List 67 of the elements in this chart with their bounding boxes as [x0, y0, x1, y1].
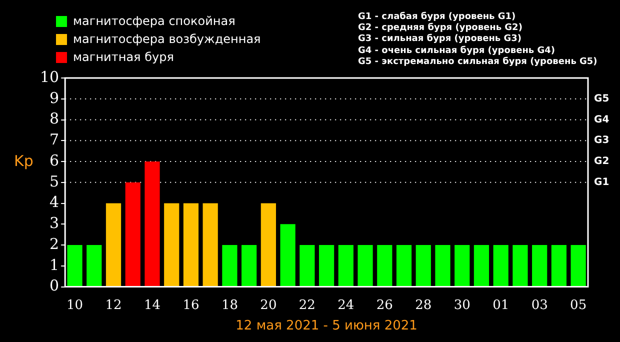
x-tick-label: 16 — [182, 298, 200, 313]
y-tick-label: 7 — [50, 130, 60, 149]
bar — [532, 245, 548, 286]
y-axis-title: Kp — [14, 152, 34, 170]
bar — [300, 245, 315, 286]
bar — [493, 245, 508, 286]
x-tick-label: 30 — [454, 298, 470, 313]
bar — [435, 245, 450, 286]
y-tick-label: 6 — [50, 151, 60, 170]
x-tick-label: 05 — [570, 298, 587, 313]
bar — [474, 245, 490, 286]
bar — [67, 245, 82, 286]
bar — [512, 245, 528, 286]
bar — [125, 182, 140, 286]
x-tick-label: 14 — [144, 298, 161, 313]
x-tick-label: 26 — [376, 298, 393, 313]
x-tick-label: 12 — [105, 298, 122, 313]
bar — [222, 245, 238, 286]
bar — [377, 245, 392, 286]
x-tick-label: 22 — [298, 298, 316, 313]
y-tick-label: 8 — [50, 110, 60, 128]
bar — [164, 203, 180, 286]
y-tick-label: 10 — [40, 68, 60, 86]
bar — [416, 245, 431, 286]
x-tick-label: 28 — [415, 298, 432, 313]
y-tick-label: 3 — [50, 214, 60, 232]
ref-line-label: G2 — [594, 156, 610, 168]
bar — [242, 245, 257, 286]
text: G1 - слабая буря (уровень G1) — [358, 12, 517, 22]
ref-line-label: G5 — [594, 93, 610, 104]
ref-line-label: G4 — [594, 114, 610, 126]
bar — [338, 245, 354, 286]
x-tick-label: 24 — [338, 298, 354, 313]
bar — [144, 162, 160, 286]
x-tick-label: 03 — [531, 298, 548, 313]
bar — [318, 245, 334, 286]
text: G4 - очень сильная буря (уровень G4) — [358, 46, 556, 56]
legend-label: магнитосфера возбужденная — [73, 32, 261, 46]
bar — [202, 203, 218, 286]
y-tick-label: 5 — [50, 172, 60, 190]
text: G2 - средняя буря (уровень G2) — [358, 23, 524, 34]
bar — [570, 245, 586, 286]
x-tick-label: 01 — [492, 298, 510, 313]
y-tick-label: 2 — [50, 234, 60, 253]
bar — [280, 224, 296, 286]
legend-label: магнитосфера спокойная — [73, 14, 236, 28]
y-tick-label: 0 — [50, 276, 60, 295]
ref-line-label: G1 — [594, 176, 610, 188]
x-tick-label: 18 — [221, 298, 238, 313]
legend-label: магнитная буря — [73, 50, 174, 64]
text: G3 - сильная буря (уровень G3) — [358, 34, 522, 46]
bar — [454, 245, 470, 286]
text: G5 - экстремально сильная буря (уровень G5) — [358, 56, 598, 68]
bar — [260, 203, 276, 286]
y-tick-label: 4 — [50, 193, 60, 212]
bar — [358, 245, 373, 286]
bar — [396, 245, 412, 286]
x-tick-label: 10 — [66, 298, 84, 313]
bar — [106, 203, 122, 286]
y-tick-label: 9 — [50, 88, 60, 107]
bar — [86, 245, 102, 286]
y-tick-label: 1 — [50, 256, 60, 274]
ref-line-label: G3 — [594, 135, 610, 146]
bar — [183, 203, 199, 286]
x-axis-title: 12 мая 2021 - 5 июня 2021 — [236, 318, 418, 334]
bar — [551, 245, 567, 286]
x-tick-label: 20 — [260, 298, 277, 313]
